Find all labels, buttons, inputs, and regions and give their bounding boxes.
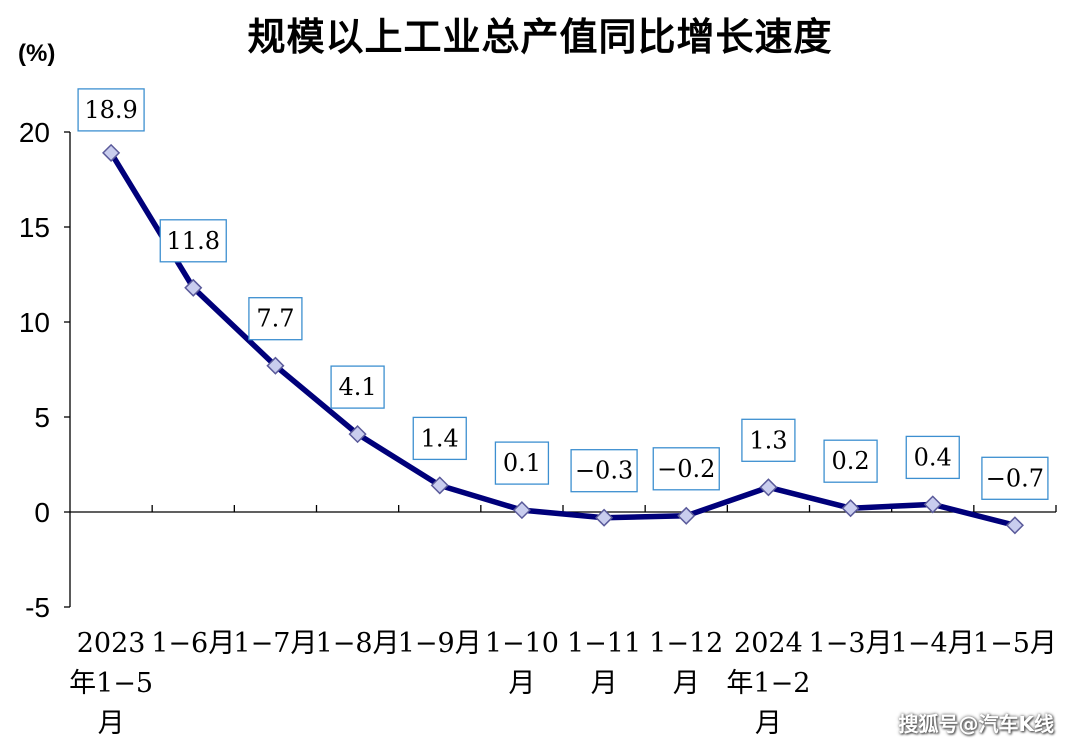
data-label-text: 1.3 <box>749 426 787 454</box>
data-point-marker <box>184 278 203 297</box>
data-label-box <box>248 297 303 341</box>
data-label-text: −0.3 <box>575 457 633 485</box>
data-point-marker <box>923 495 942 514</box>
y-tick-label: 10 <box>19 307 50 338</box>
x-tick-label: 月 <box>98 708 125 739</box>
data-labels-layer: 18.9 11.8 7.7 4.1 1.4 0.1 −0.3 −0.2 1.3 0.2 0.4 −0.… <box>77 88 1049 500</box>
data-label-text: −0.7 <box>986 464 1044 492</box>
data-label-box <box>412 416 467 461</box>
data-label-text: 1.4 <box>421 424 459 452</box>
y-tick-label: 0 <box>34 497 50 528</box>
y-tick-label: -5 <box>25 592 50 623</box>
data-label-text: 4.1 <box>338 373 376 401</box>
y-tick-label: 5 <box>34 402 50 433</box>
x-tick-label: 月 <box>755 708 782 739</box>
data-label: 7.7 <box>248 297 303 341</box>
x-tick-label: 1−12 <box>649 628 723 659</box>
x-tick-label: 2024 <box>734 628 803 659</box>
data-label-box <box>77 88 145 132</box>
x-tick-label: 月 <box>591 668 618 699</box>
data-point-marker <box>841 499 860 518</box>
data-label: −0.3 <box>570 449 638 493</box>
data-label-box <box>652 447 720 491</box>
data-label: 0.4 <box>905 435 960 480</box>
y-tick-label: 20 <box>19 117 50 148</box>
series-line-layer <box>108 150 1018 529</box>
data-label-box <box>159 219 227 263</box>
x-tick-label: 1−3月 <box>809 628 893 659</box>
data-label-box <box>570 449 638 493</box>
x-tick-label: 1−4月 <box>891 628 975 659</box>
chart-title: 规模以上工业总产值同比增长速度 <box>247 15 833 59</box>
data-point-marker <box>512 501 531 520</box>
chart-axes <box>64 131 1057 608</box>
data-label-text: 0.2 <box>831 447 869 475</box>
data-label-text: −0.2 <box>657 455 715 483</box>
x-tick-label: 1−8月 <box>316 628 400 659</box>
data-label: 4.1 <box>330 365 385 409</box>
data-label-box <box>981 456 1049 500</box>
data-point-marker <box>266 356 285 375</box>
data-point-marker <box>102 143 121 162</box>
data-label-text: 18.9 <box>84 96 137 124</box>
x-tick-label: 1−11 <box>567 628 641 659</box>
series-line <box>108 150 1018 529</box>
data-point-marker <box>759 478 778 497</box>
data-label-box <box>494 441 550 485</box>
data-label: −0.2 <box>652 447 720 491</box>
data-point-marker <box>677 506 696 525</box>
data-label-box <box>905 435 960 480</box>
data-label-text: 11.8 <box>167 227 220 255</box>
data-label-text: 0.1 <box>503 449 541 477</box>
data-label: 18.9 <box>77 88 145 132</box>
x-tick-label: 1−10 <box>485 628 559 659</box>
x-tick-label: 月 <box>673 668 700 699</box>
x-tick-label: 月 <box>508 668 535 699</box>
data-point-marker <box>430 476 449 495</box>
watermark: 搜狐号@汽车K线 <box>898 712 1055 736</box>
data-label: 0.2 <box>823 439 878 483</box>
data-label: 1.3 <box>741 418 796 462</box>
data-point-marker <box>1005 516 1024 535</box>
data-point-marker <box>595 508 614 527</box>
data-label: 11.8 <box>159 219 227 263</box>
x-tick-label: 年1−2 <box>726 668 810 699</box>
x-tick-label: 1−7月 <box>233 628 317 659</box>
x-tick-labels: 2023 年1−5 月 1−6月1−7月1−8月1−9月 1−10 月 1−11 月 1−12 月… <box>69 628 1057 739</box>
x-tick-label: 1−6月 <box>151 628 235 659</box>
y-tick-labels: 20 15 10 5 0 -5 <box>19 117 50 623</box>
data-label: 1.4 <box>412 416 467 461</box>
markers-layer <box>102 143 1024 535</box>
x-tick-label: 年1−5 <box>69 668 153 699</box>
data-point-marker <box>348 425 367 444</box>
data-label: 0.1 <box>494 441 550 485</box>
data-label-box <box>741 418 796 462</box>
y-axis-unit-label: (%) <box>18 40 56 67</box>
data-label: −0.7 <box>981 456 1049 500</box>
data-label-text: 0.4 <box>914 443 952 471</box>
data-label-text: 7.7 <box>256 305 294 333</box>
x-tick-label: 1−9月 <box>398 628 482 659</box>
y-tick-label: 15 <box>19 212 50 243</box>
data-label-box <box>823 439 878 483</box>
x-tick-label: 2023 <box>77 628 146 659</box>
data-label-box <box>330 365 385 409</box>
x-tick-label: 1−5月 <box>973 628 1057 659</box>
